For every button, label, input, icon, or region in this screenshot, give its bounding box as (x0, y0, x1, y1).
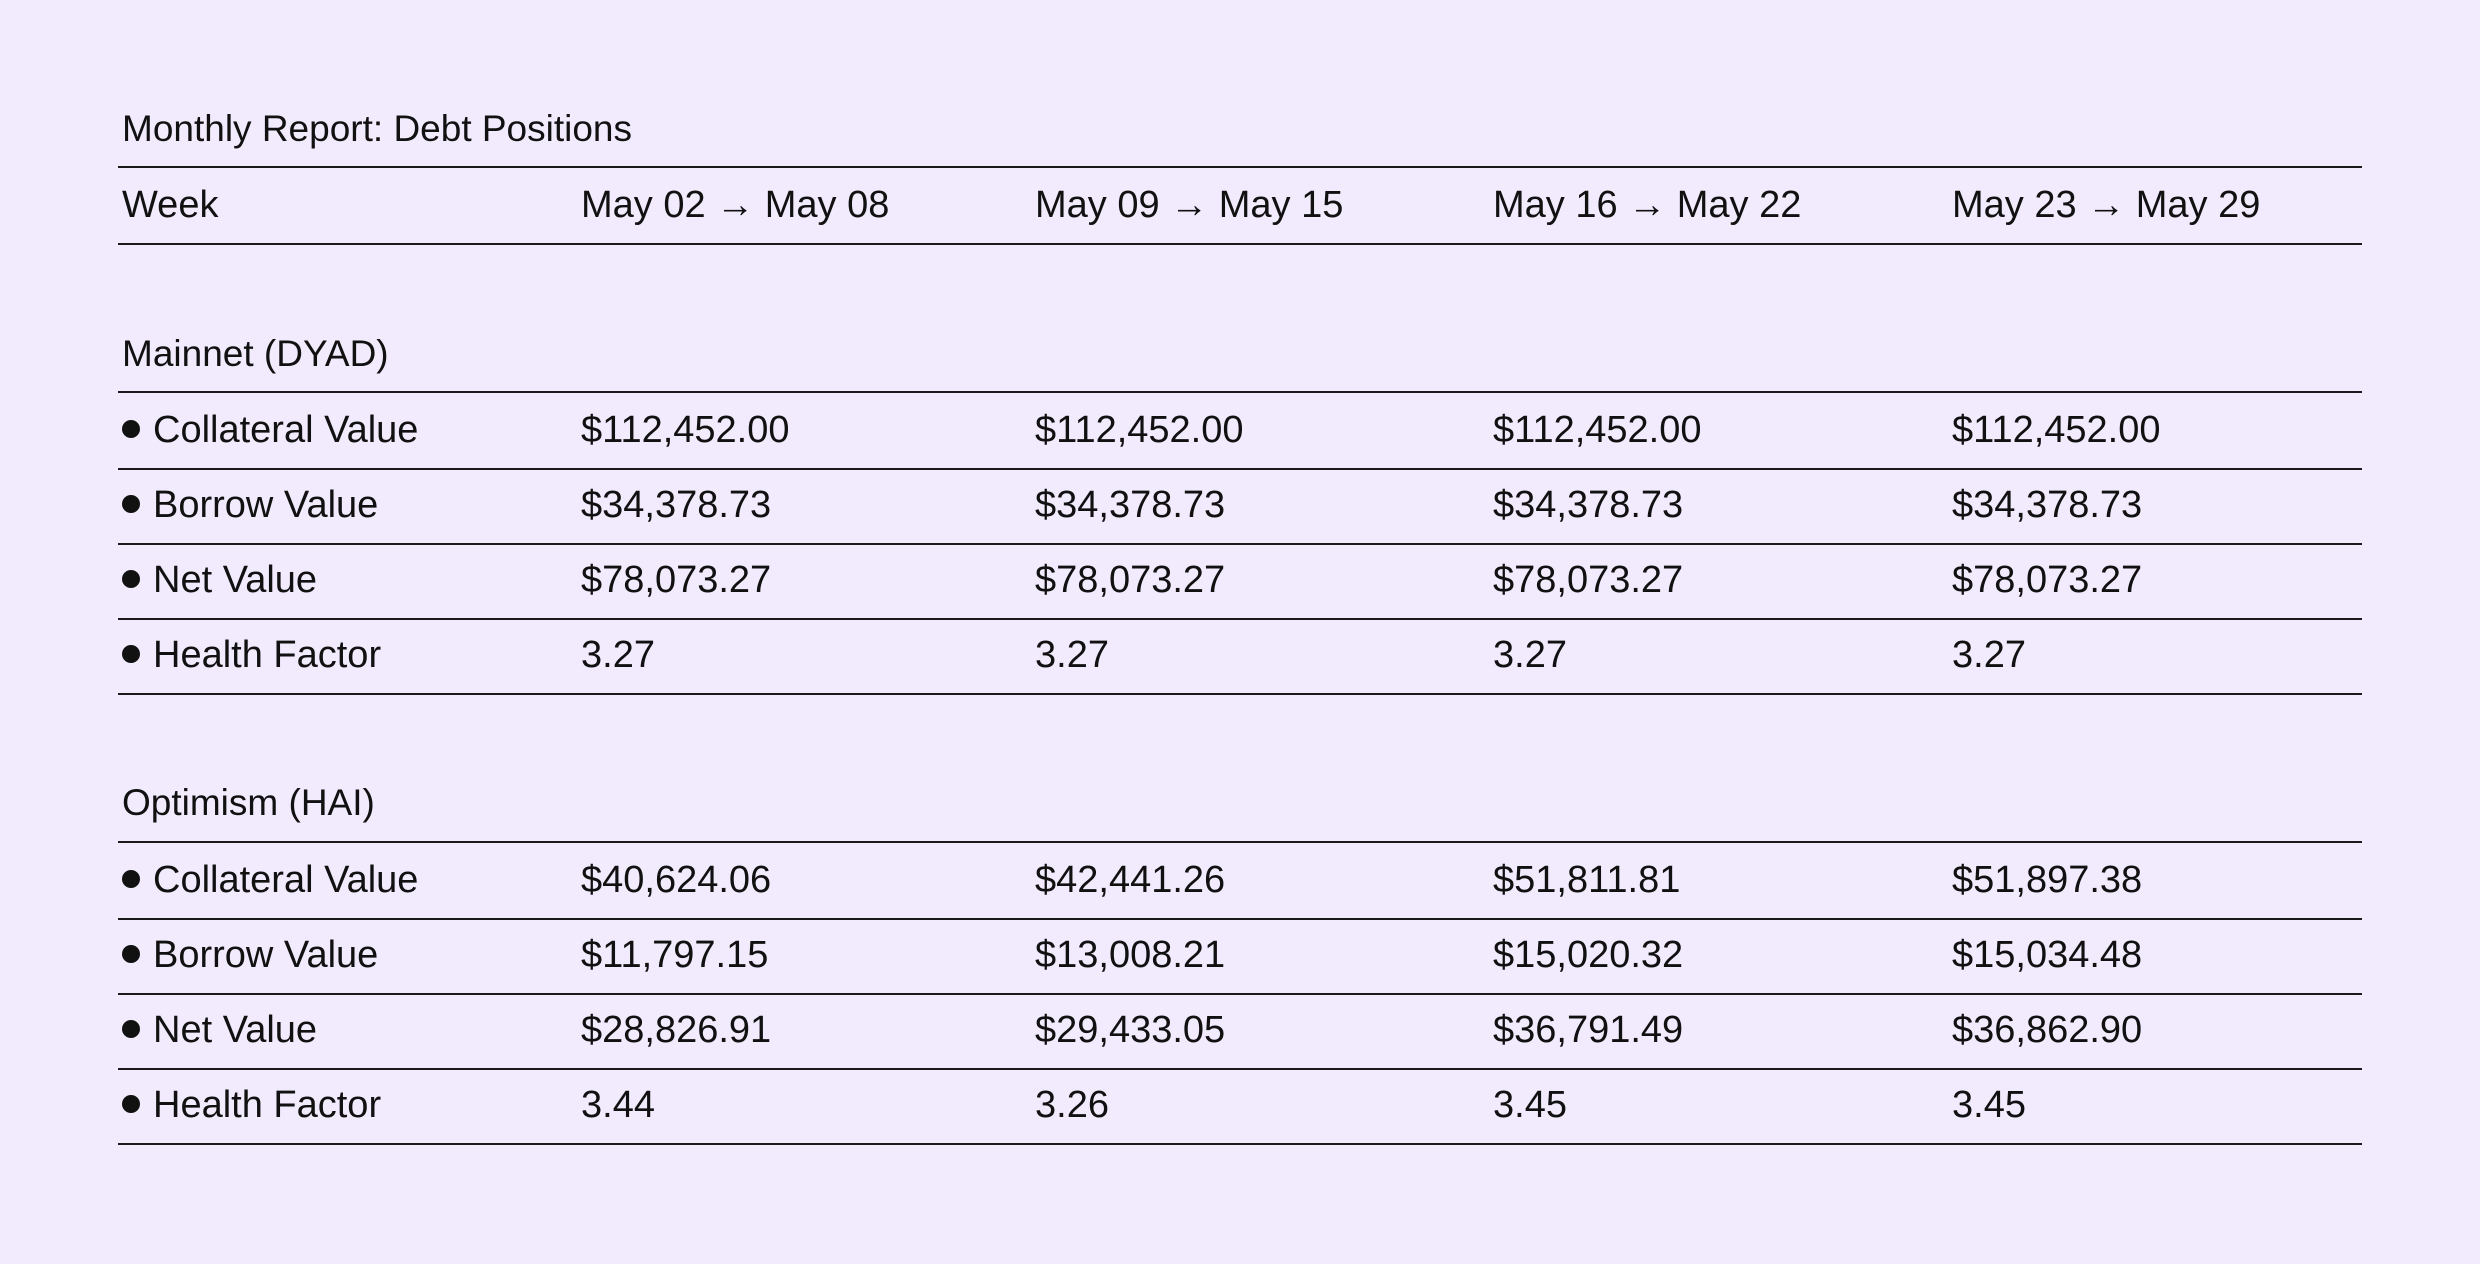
row-label-text: Net Value (153, 559, 318, 601)
table-cell: $28,826.91 (581, 1009, 772, 1051)
table-cell: $40,624.06 (581, 859, 772, 901)
bullet-icon (122, 869, 140, 888)
table-cell: $112,452.00 (1952, 409, 2161, 451)
table-row: Health Factor 3.27 3.27 3.27 3.27 (118, 618, 2362, 695)
bullet-icon (122, 569, 140, 588)
table-cell: $78,073.27 (1493, 559, 1684, 601)
table-row: Borrow Value $11,797.15 $13,008.21 $15,0… (118, 918, 2362, 995)
row-label: Borrow Value (122, 468, 378, 543)
table-cell: $15,020.32 (1493, 934, 1684, 976)
row-label: Net Value (122, 993, 317, 1068)
table-row: Collateral Value $112,452.00 $112,452.00… (118, 391, 2362, 470)
bullet-icon (122, 644, 140, 663)
header-row: Week May 02 → May 08 May 09 → May 15 May… (118, 166, 2362, 245)
row-label-text: Collateral Value (153, 409, 419, 451)
bullet-icon (122, 1019, 140, 1038)
row-label-text: Net Value (153, 1009, 318, 1051)
table-cell: 3.27 (1035, 634, 1109, 676)
row-label: Net Value (122, 543, 317, 618)
table-cell: $112,452.00 (1035, 409, 1244, 451)
table-cell: $29,433.05 (1035, 1009, 1226, 1051)
table-cell: $34,378.73 (1493, 484, 1684, 526)
bullet-icon (122, 1094, 140, 1113)
week-header-3: May 16 → May 22 (1493, 184, 1802, 226)
row-label: Collateral Value (122, 843, 418, 918)
report-title: Monthly Report: Debt Positions (122, 108, 633, 149)
table-cell: $13,008.21 (1035, 934, 1226, 976)
table-row: Borrow Value $34,378.73 $34,378.73 $34,3… (118, 468, 2362, 545)
table-cell: $112,452.00 (581, 409, 790, 451)
table-cell: $78,073.27 (1952, 559, 2143, 601)
week-column-header: Week (122, 184, 219, 226)
row-label: Collateral Value (122, 393, 418, 468)
table-cell: $36,791.49 (1493, 1009, 1684, 1051)
table-row: Collateral Value $40,624.06 $42,441.26 $… (118, 841, 2362, 920)
table-row: Net Value $78,073.27 $78,073.27 $78,073.… (118, 543, 2362, 620)
row-label: Health Factor (122, 1068, 381, 1143)
table-row: Net Value $28,826.91 $29,433.05 $36,791.… (118, 993, 2362, 1070)
table-cell: 3.26 (1035, 1084, 1109, 1126)
table-cell: $11,797.15 (581, 934, 769, 976)
table-cell: 3.45 (1952, 1084, 2026, 1126)
section-title-mainnet: Mainnet (DYAD) (122, 333, 389, 374)
row-label-text: Collateral Value (153, 859, 419, 901)
row-label: Health Factor (122, 618, 381, 693)
row-label-text: Health Factor (153, 1084, 382, 1126)
table-cell: $15,034.48 (1952, 934, 2143, 976)
table-cell: 3.27 (1952, 634, 2026, 676)
table-cell: $34,378.73 (1952, 484, 2143, 526)
table-cell: $112,452.00 (1493, 409, 1702, 451)
bullet-icon (122, 944, 140, 963)
table-cell: 3.45 (1493, 1084, 1567, 1126)
section-title-optimism: Optimism (HAI) (122, 782, 375, 823)
table-cell: $51,897.38 (1952, 859, 2143, 901)
table-cell: 3.44 (581, 1084, 655, 1126)
bullet-icon (122, 419, 140, 438)
table-cell: 3.27 (1493, 634, 1567, 676)
week-header-1: May 02 → May 08 (581, 184, 890, 226)
table-cell: $51,811.81 (1493, 859, 1681, 901)
table-cell: $34,378.73 (1035, 484, 1226, 526)
table-cell: $34,378.73 (581, 484, 772, 526)
week-header-2: May 09 → May 15 (1035, 184, 1344, 226)
table-cell: $78,073.27 (581, 559, 772, 601)
week-header-4: May 23 → May 29 (1952, 184, 2261, 226)
table-cell: $78,073.27 (1035, 559, 1226, 601)
table-row: Health Factor 3.44 3.26 3.45 3.45 (118, 1068, 2362, 1145)
row-label: Borrow Value (122, 918, 378, 993)
row-label-text: Borrow Value (153, 484, 379, 526)
row-label-text: Borrow Value (153, 934, 379, 976)
bullet-icon (122, 494, 140, 513)
table-cell: $36,862.90 (1952, 1009, 2143, 1051)
table-cell: 3.27 (581, 634, 655, 676)
row-label-text: Health Factor (153, 634, 382, 676)
table-cell: $42,441.26 (1035, 859, 1226, 901)
